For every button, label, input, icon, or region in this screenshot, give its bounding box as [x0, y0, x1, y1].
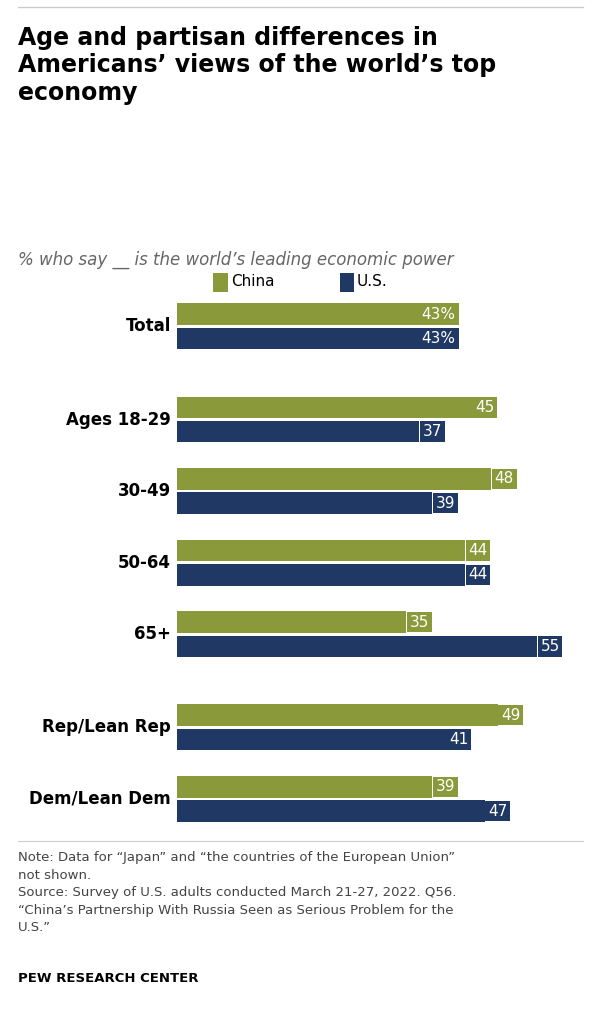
Bar: [177, 635, 537, 657]
Text: China: China: [231, 274, 274, 288]
Text: % who say __ is the world’s leading economic power: % who say __ is the world’s leading econ…: [18, 251, 454, 269]
Text: 55: 55: [540, 638, 560, 654]
Text: 44: 44: [468, 568, 488, 582]
Text: 30-49: 30-49: [118, 482, 171, 500]
Bar: [177, 304, 459, 325]
Text: 39: 39: [436, 496, 455, 510]
Bar: [177, 800, 485, 821]
Text: 39: 39: [436, 780, 455, 794]
Text: 43%: 43%: [421, 307, 456, 321]
Text: 43%: 43%: [421, 331, 456, 346]
Bar: [177, 327, 459, 349]
Text: Dem/Lean Dem: Dem/Lean Dem: [29, 790, 171, 808]
Bar: [177, 705, 498, 726]
Text: PEW RESEARCH CENTER: PEW RESEARCH CENTER: [18, 972, 198, 985]
Text: Age and partisan differences in
Americans’ views of the world’s top
economy: Age and partisan differences in American…: [18, 26, 496, 105]
Text: 49: 49: [501, 708, 520, 722]
Text: Note: Data for “Japan” and “the countries of the European Union”
not shown.
Sour: Note: Data for “Japan” and “the countrie…: [18, 851, 456, 934]
Text: 35: 35: [409, 615, 429, 629]
Bar: [177, 612, 406, 633]
Bar: [177, 469, 492, 490]
Text: 50-64: 50-64: [118, 553, 171, 572]
Bar: [177, 728, 445, 750]
Bar: [177, 564, 465, 585]
Text: 41: 41: [449, 732, 468, 747]
Text: U.S.: U.S.: [357, 274, 388, 288]
Bar: [177, 397, 472, 418]
Text: 37: 37: [423, 425, 442, 439]
Text: 47: 47: [488, 804, 507, 818]
Text: Ages 18-29: Ages 18-29: [66, 410, 171, 429]
Text: 44: 44: [468, 543, 488, 558]
Text: Rep/Lean Rep: Rep/Lean Rep: [42, 718, 171, 737]
Bar: [177, 776, 433, 798]
Bar: [177, 540, 465, 562]
Text: 65+: 65+: [134, 625, 171, 643]
Text: 48: 48: [495, 472, 514, 487]
Text: Total: Total: [126, 317, 171, 336]
Bar: [177, 420, 419, 443]
Bar: [177, 492, 433, 514]
Text: 45: 45: [475, 400, 494, 415]
